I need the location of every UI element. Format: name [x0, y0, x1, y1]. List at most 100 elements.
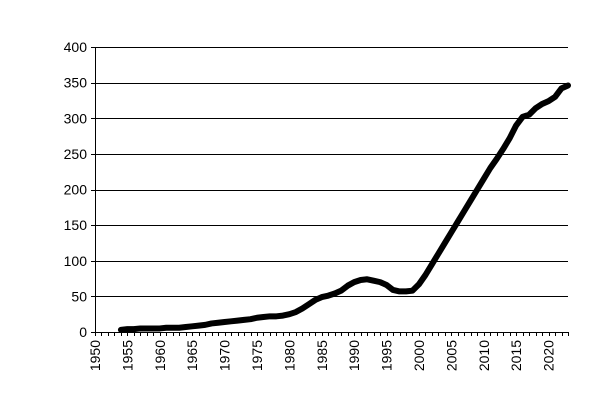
y-tick-label-0: 0 [79, 324, 87, 340]
data-point-1958 [145, 327, 148, 330]
data-point-1964 [184, 326, 187, 329]
data-point-2018 [534, 107, 537, 110]
data-point-1975 [255, 316, 258, 319]
data-point-2022 [560, 87, 563, 90]
data-point-1976 [262, 316, 265, 319]
x-axis-ticks: 1950 1955 1960 1965 1970 1975 1980 1985 1990 1995… [87, 332, 569, 371]
data-point-2008 [469, 199, 472, 202]
y-tick-label-250: 250 [64, 146, 88, 162]
x-tick-label-1965: 1965 [184, 340, 200, 371]
data-point-1954 [119, 328, 122, 331]
x-tick-label-1995: 1995 [379, 340, 395, 371]
data-point-1999 [411, 289, 414, 292]
y-axis-ticks: 0 50 100 150 200 250 300 350 400 [64, 39, 95, 340]
y-tick-label-200: 200 [64, 182, 88, 198]
data-point-1972 [236, 319, 239, 322]
data-point-1963 [178, 326, 181, 329]
data-point-1986 [327, 294, 330, 297]
data-point-1988 [340, 289, 343, 292]
axes [95, 47, 568, 333]
data-point-1973 [243, 318, 246, 321]
data-point-1969 [217, 321, 220, 324]
data-point-1980 [288, 313, 291, 316]
data-point-2019 [541, 103, 544, 106]
data-point-1993 [372, 279, 375, 282]
y-tick-label-50: 50 [71, 288, 87, 304]
data-point-1960 [158, 327, 161, 330]
data-point-1984 [314, 298, 317, 301]
data-point-2023 [567, 84, 570, 87]
data-point-2004 [443, 241, 446, 244]
y-tick-label-400: 400 [64, 39, 88, 55]
x-tick-label-1970: 1970 [217, 340, 233, 371]
data-point-2016 [521, 115, 524, 118]
x-tick-label-2010: 2010 [476, 340, 492, 371]
grid-lines [95, 47, 568, 297]
x-tick-label-1985: 1985 [314, 340, 330, 371]
data-point-1956 [132, 328, 135, 331]
data-point-1959 [152, 327, 155, 330]
data-point-1977 [268, 315, 271, 318]
x-tick-label-1950: 1950 [87, 340, 103, 371]
data-point-1968 [210, 322, 213, 325]
x-tick-label-1990: 1990 [346, 340, 362, 371]
data-point-2000 [417, 283, 420, 286]
x-tick-label-2020: 2020 [541, 340, 557, 371]
y-tick-label-350: 350 [64, 75, 88, 91]
data-point-1987 [333, 292, 336, 295]
data-point-2020 [547, 100, 550, 103]
data-point-2021 [554, 95, 557, 98]
data-point-1991 [359, 278, 362, 281]
data-point-1981 [294, 311, 297, 314]
data-point-1998 [405, 290, 408, 293]
data-point-2017 [528, 113, 531, 116]
data-point-2012 [495, 157, 498, 160]
x-tick-label-2005: 2005 [443, 340, 459, 371]
data-point-1974 [249, 318, 252, 321]
y-tick-label-100: 100 [64, 253, 88, 269]
data-point-1989 [346, 284, 349, 287]
data-point-1970 [223, 321, 226, 324]
y-tick-label-300: 300 [64, 110, 88, 126]
data-point-1985 [320, 296, 323, 299]
data-point-2003 [437, 252, 440, 255]
data-point-2014 [508, 137, 511, 140]
data-point-1966 [197, 324, 200, 327]
data-point-1996 [392, 288, 395, 291]
data-point-1982 [301, 307, 304, 310]
data-point-1997 [398, 290, 401, 293]
y-tick-label-150: 150 [64, 217, 88, 233]
data-point-1994 [379, 281, 382, 284]
x-tick-label-1980: 1980 [281, 340, 297, 371]
data-point-2005 [450, 231, 453, 234]
data-point-1955 [126, 328, 129, 331]
x-tick-label-2015: 2015 [508, 340, 524, 371]
x-tick-label-1975: 1975 [249, 340, 265, 371]
data-point-1967 [204, 323, 207, 326]
data-point-2015 [515, 124, 518, 127]
data-point-2006 [456, 220, 459, 223]
series-layer [117, 82, 571, 333]
data-point-1971 [230, 320, 233, 323]
data-point-2002 [430, 263, 433, 266]
data-point-2011 [489, 167, 492, 170]
data-point-2013 [502, 147, 505, 150]
data-point-1978 [275, 315, 278, 318]
data-point-1990 [353, 281, 356, 284]
data-point-1961 [165, 326, 168, 329]
data-point-1979 [281, 314, 284, 317]
series-line-0 [117, 82, 571, 333]
data-point-1957 [139, 327, 142, 330]
data-point-1983 [307, 303, 310, 306]
data-point-1995 [385, 283, 388, 286]
data-point-2001 [424, 274, 427, 277]
data-point-1992 [366, 278, 369, 281]
data-point-2009 [476, 188, 479, 191]
x-tick-label-2000: 2000 [411, 340, 427, 371]
x-tick-label-1955: 1955 [119, 340, 135, 371]
x-tick-label-1960: 1960 [152, 340, 168, 371]
data-point-2007 [463, 209, 466, 212]
data-point-1965 [191, 325, 194, 328]
